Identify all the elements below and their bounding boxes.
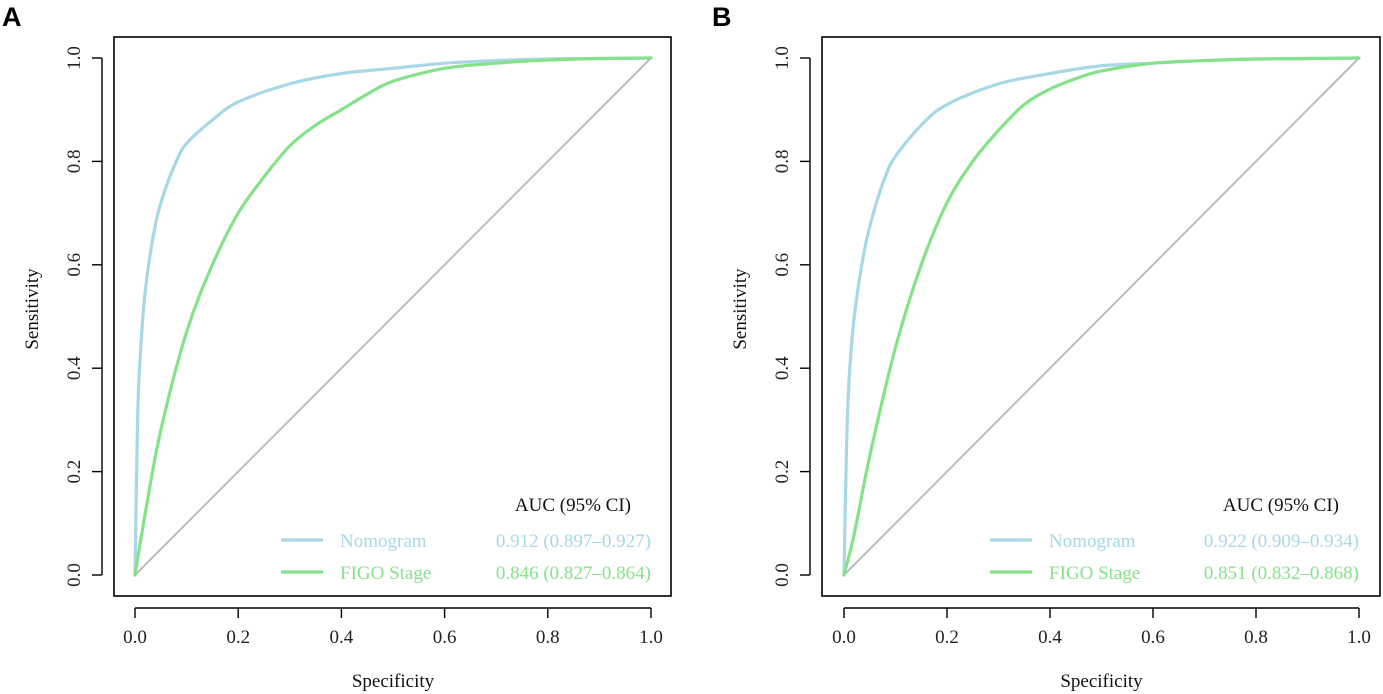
y-axis-title: Sensitivity [730,268,751,350]
y-axis: 0.0 0.2 0.4 0.6 0.8 1.0 Sensitivity [730,46,811,587]
legend-title: AUC (95% CI) [1223,495,1339,516]
legend-auc-value: 0.922 (0.909–0.934) [1204,531,1359,552]
legend-series-name: Nomogram [1049,531,1136,552]
x-tick-label: 0.6 [433,627,457,648]
x-tick-label: 1.0 [639,627,663,648]
y-tick-label: 0.4 [64,356,85,380]
legend-series-name: Nomogram [340,531,427,552]
y-tick-label: 0.6 [64,253,85,277]
legend-title: AUC (95% CI) [515,495,631,516]
y-tick-label: 0.2 [772,460,793,484]
x-tick-label: 0.8 [1244,627,1268,648]
x-tick-label: 1.0 [1347,627,1371,648]
y-tick-label: 1.0 [64,46,85,70]
y-tick-label: 0.0 [772,563,793,587]
panel-letter: A [2,2,22,32]
panel-letter: B [712,2,732,32]
x-tick-label: 0.4 [330,627,354,648]
y-tick-label: 0.0 [64,563,85,587]
x-axis-title: Specificity [352,671,435,692]
y-axis-title: Sensitivity [22,268,43,350]
legend: AUC (95% CI) Nomogram 0.922 (0.909–0.934) F… [990,495,1359,584]
x-tick-label: 0.6 [1141,627,1165,648]
plot-frame [113,36,672,597]
x-axis-title: Specificity [1060,671,1143,692]
legend-series-name: FIGO Stage [1049,563,1140,584]
legend: AUC (95% CI) Nomogram 0.912 (0.897–0.927) F… [281,495,651,584]
y-tick-label: 0.4 [772,356,793,380]
legend-series-name: FIGO Stage [340,563,431,584]
legend-auc-value: 0.912 (0.897–0.927) [496,531,651,552]
x-tick-label: 0.4 [1038,627,1062,648]
roc-curve-nomogram [133,56,653,577]
x-axis: 0.0 0.2 0.4 0.6 0.8 1.0 Specificity [832,607,1371,692]
y-tick-label: 0.2 [64,460,85,484]
x-tick-label: 0.2 [226,627,250,648]
roc-curve-figo-stage [133,56,653,577]
roc-curve-figo-stage [842,56,1361,577]
legend-auc-value: 0.846 (0.827–0.864) [496,563,651,584]
reference-diagonal-line [134,57,652,576]
x-tick-label: 0.0 [123,627,147,648]
roc-panel-b: B0.0 0.2 0.4 0.6 0.8 1.0Specificity0.00.20.40… [712,2,1381,692]
legend-auc-value: 0.851 (0.832–0.868) [1204,563,1359,584]
x-axis: 0.0 0.2 0.4 0.6 0.8 1.0 Specificity [123,607,663,692]
x-tick-label: 0.2 [935,627,959,648]
reference-diagonal-line [843,57,1360,576]
x-tick-label: 0.8 [536,627,560,648]
y-axis: 0.0 0.2 0.4 0.6 0.8 1.0 Sensitivity [22,46,103,587]
y-tick-label: 0.8 [772,150,793,174]
y-tick-label: 0.6 [772,253,793,277]
roc-panel-a: A0.0 0.2 0.4 0.6 0.8 1.0Specificity0.00.20.40… [2,2,672,692]
y-tick-label: 0.8 [64,150,85,174]
plot-frame [821,36,1381,597]
y-tick-label: 1.0 [772,46,793,70]
x-tick-label: 0.0 [832,627,856,648]
